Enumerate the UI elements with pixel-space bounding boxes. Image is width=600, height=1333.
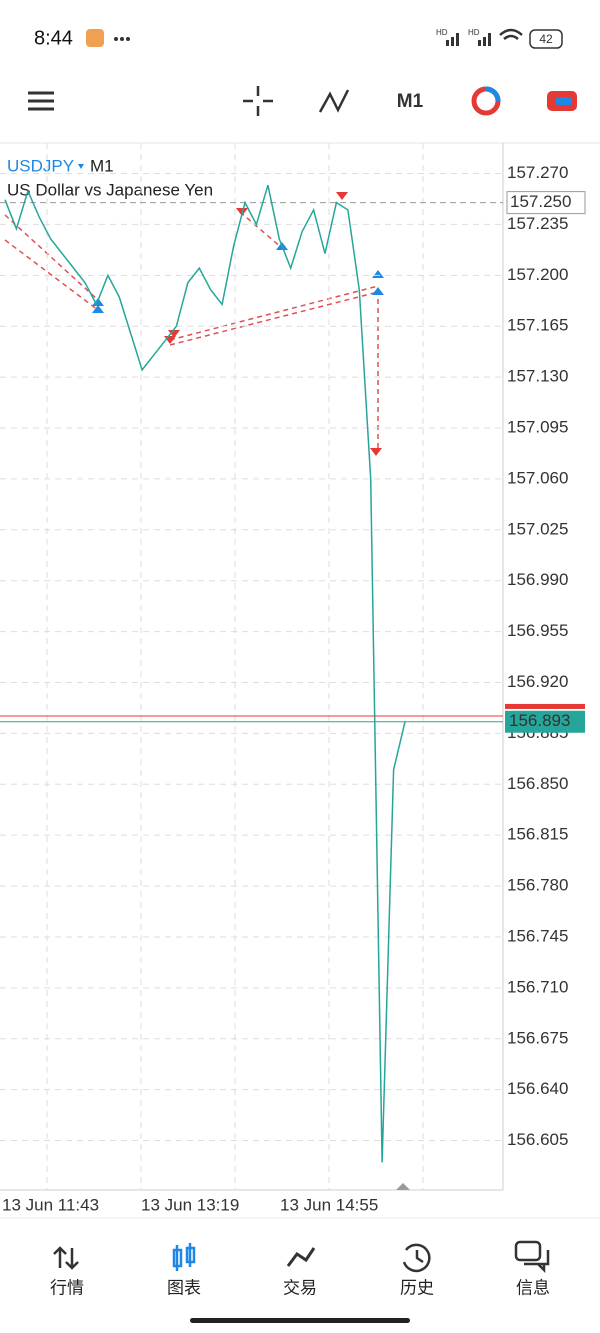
scroll-marker xyxy=(396,1183,410,1190)
y-tick-label: 156.675 xyxy=(507,1028,568,1047)
menu-button[interactable] xyxy=(28,91,54,111)
y-tick-label: 156.710 xyxy=(507,977,568,996)
chart-icon xyxy=(172,1243,196,1271)
y-tick-label: 156.780 xyxy=(507,876,568,895)
trade-accent xyxy=(556,97,572,105)
signal-icon xyxy=(478,33,491,46)
wifi-icon xyxy=(499,28,523,40)
y-tick-label: 156.815 xyxy=(507,825,568,844)
y-tick-label: 157.270 xyxy=(507,163,568,182)
bid-label: 156.893 xyxy=(509,711,570,730)
app-icon xyxy=(86,29,104,47)
dot xyxy=(120,37,124,41)
ask-box xyxy=(505,703,585,709)
y-tick-label: 157.025 xyxy=(507,519,568,538)
chart-symbol: USDJPY xyxy=(7,156,74,175)
network-label: HD xyxy=(436,28,448,37)
bid-box xyxy=(505,710,585,733)
home-indicator xyxy=(190,1318,410,1323)
nav-label[interactable]: 行情 xyxy=(50,1278,84,1297)
x-tick-label: 13 Jun 14:55 xyxy=(280,1195,378,1214)
nav-label[interactable]: 历史 xyxy=(400,1278,434,1297)
history-icon xyxy=(402,1243,431,1273)
battery-level: 42 xyxy=(539,32,553,46)
x-tick-label: 13 Jun 11:43 xyxy=(2,1195,99,1214)
trade-line xyxy=(4,211,379,450)
signal-icon xyxy=(446,33,459,46)
nav-label[interactable]: 信息 xyxy=(516,1278,550,1297)
dot xyxy=(114,37,118,41)
y-tick-label: 156.955 xyxy=(507,621,568,640)
price-marker-box xyxy=(506,191,586,215)
symbol-caret xyxy=(78,164,84,169)
y-tick-label: 156.745 xyxy=(507,926,568,945)
trade-icon xyxy=(286,1247,316,1267)
price-marker-label: 157.250 xyxy=(510,192,571,211)
y-tick-label: 157.200 xyxy=(507,265,568,284)
x-tick-label: 13 Jun 13:19 xyxy=(141,1195,239,1214)
indicator-button[interactable] xyxy=(318,89,350,113)
y-tick-label: 156.990 xyxy=(507,570,568,589)
y-tick-label: 156.640 xyxy=(507,1079,568,1098)
y-tick-label: 157.060 xyxy=(507,468,568,487)
y-tick-label: 156.920 xyxy=(507,672,568,691)
messages-icon xyxy=(514,1240,550,1274)
chart-timeframe: M1 xyxy=(90,156,114,175)
dot xyxy=(126,37,130,41)
quotes-icon xyxy=(53,1246,79,1270)
status-time: 8:44 xyxy=(34,27,73,49)
y-tick-label: 157.165 xyxy=(507,316,568,335)
nav-label[interactable]: 图表 xyxy=(167,1278,201,1297)
y-tick-label: 156.850 xyxy=(507,774,568,793)
y-tick-label: 156.605 xyxy=(507,1130,568,1149)
nav-label[interactable]: 交易 xyxy=(283,1278,317,1297)
y-tick-label: 157.095 xyxy=(507,418,568,437)
timeframe-button[interactable]: M1 xyxy=(397,91,424,112)
network-label: HD xyxy=(468,28,480,37)
battery-icon xyxy=(529,29,563,49)
price-line xyxy=(4,184,406,1163)
crosshair-button[interactable] xyxy=(243,86,273,116)
y-tick-label: 157.130 xyxy=(507,367,568,386)
objects-accent xyxy=(485,86,501,102)
y-tick-label: 157.235 xyxy=(507,214,568,233)
chart-description: US Dollar vs Japanese Yen xyxy=(7,180,213,199)
